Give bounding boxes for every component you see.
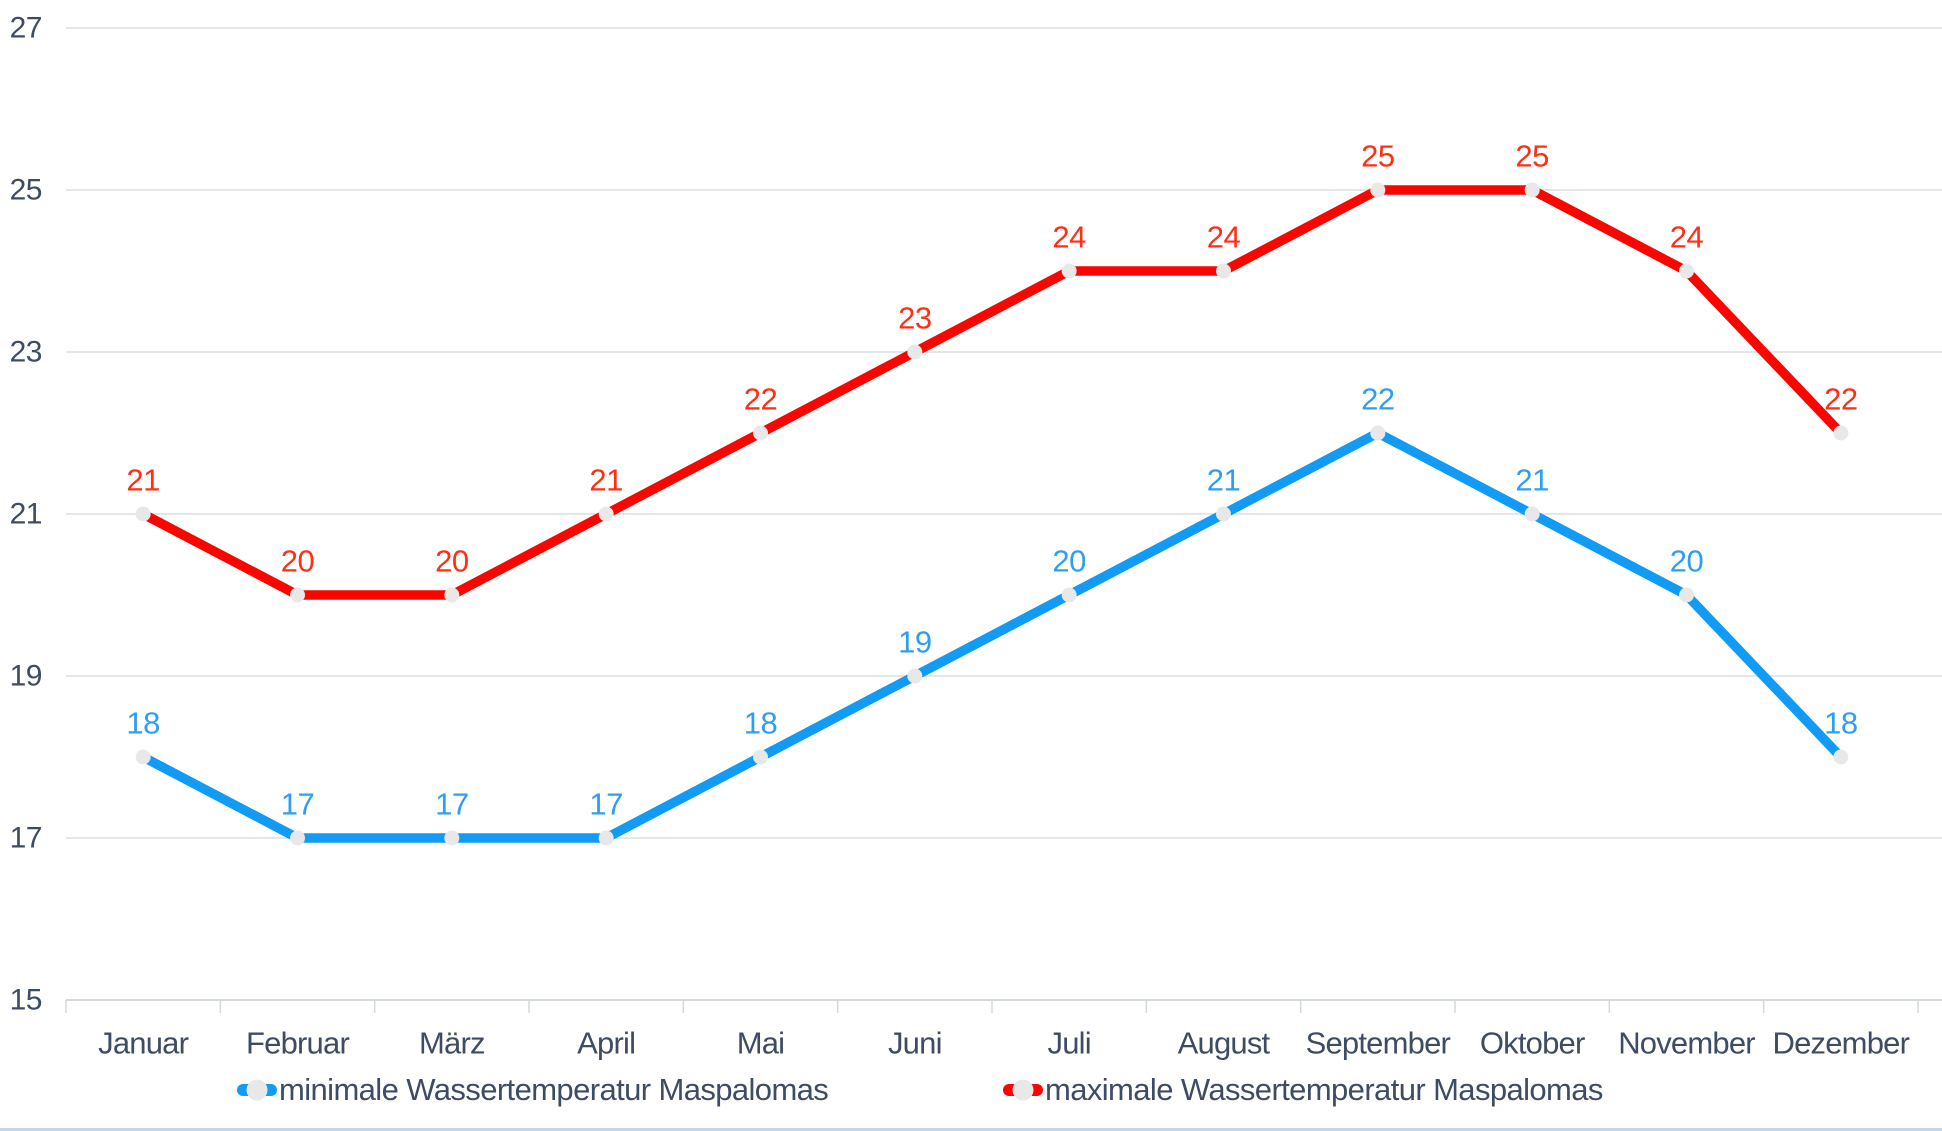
y-axis-label: 17 bbox=[10, 822, 42, 855]
data-point-marker bbox=[290, 587, 305, 603]
data-point-label: 23 bbox=[898, 301, 931, 336]
data-point-marker bbox=[1833, 749, 1849, 765]
x-axis-label: Mai bbox=[737, 1026, 785, 1061]
data-point-label: 18 bbox=[1824, 706, 1857, 741]
x-axis-label: Oktober bbox=[1480, 1026, 1585, 1061]
data-point-label: 18 bbox=[126, 706, 159, 741]
data-point-label: 20 bbox=[1670, 544, 1704, 579]
series-line-min bbox=[138, 428, 1846, 843]
data-point-marker bbox=[135, 749, 151, 765]
data-point-marker bbox=[1061, 587, 1077, 603]
x-axis-label: November bbox=[1618, 1026, 1755, 1061]
data-point-marker bbox=[907, 668, 923, 684]
data-point-marker bbox=[598, 830, 614, 846]
data-point-marker bbox=[135, 506, 151, 522]
data-point-label: 20 bbox=[435, 544, 469, 579]
data-point-marker bbox=[753, 425, 768, 441]
x-axis-label: März bbox=[419, 1026, 485, 1061]
data-point-marker bbox=[907, 344, 923, 360]
chart-bottom-border bbox=[0, 1128, 1942, 1131]
data-point-marker bbox=[753, 749, 768, 765]
x-axis-label: August bbox=[1178, 1026, 1271, 1061]
data-point-label: 19 bbox=[898, 625, 931, 660]
x-axis-label: Dezember bbox=[1773, 1026, 1910, 1061]
data-point-label: 25 bbox=[1515, 139, 1548, 174]
x-axis-label: April bbox=[577, 1026, 635, 1061]
data-point-marker bbox=[1216, 506, 1231, 522]
data-point-marker bbox=[1370, 182, 1386, 198]
data-point-label: 21 bbox=[1515, 463, 1548, 498]
data-point-marker bbox=[1524, 182, 1540, 198]
series-line-max bbox=[138, 185, 1846, 600]
data-point-label: 21 bbox=[589, 463, 622, 498]
data-point-marker bbox=[1833, 425, 1849, 441]
data-point-label: 24 bbox=[1207, 220, 1241, 255]
data-point-marker bbox=[1061, 263, 1077, 279]
data-point-marker bbox=[1679, 263, 1694, 279]
x-axis-label: Juni bbox=[888, 1026, 942, 1061]
data-point-label: 24 bbox=[1670, 220, 1704, 255]
data-point-marker bbox=[444, 830, 460, 846]
data-point-label: 21 bbox=[1207, 463, 1240, 498]
data-point-label: 17 bbox=[589, 787, 622, 822]
y-axis-label: 19 bbox=[10, 660, 42, 693]
data-point-label: 18 bbox=[744, 706, 777, 741]
x-axis-label: September bbox=[1306, 1026, 1451, 1061]
x-axis-label: Juli bbox=[1048, 1026, 1091, 1061]
data-point-marker bbox=[290, 830, 305, 846]
y-axis-label: 21 bbox=[10, 498, 42, 531]
data-point-marker bbox=[1679, 587, 1694, 603]
data-point-marker bbox=[1524, 506, 1540, 522]
data-point-marker bbox=[444, 587, 460, 603]
y-axis-label: 25 bbox=[10, 174, 42, 207]
y-axis-label: 27 bbox=[10, 12, 42, 45]
data-point-marker bbox=[1370, 425, 1386, 441]
data-point-label: 22 bbox=[744, 382, 777, 417]
data-point-label: 25 bbox=[1361, 139, 1394, 174]
data-point-label: 22 bbox=[1824, 382, 1857, 417]
data-point-label: 21 bbox=[126, 463, 159, 498]
data-point-label: 20 bbox=[281, 544, 315, 579]
data-point-marker bbox=[1216, 263, 1231, 279]
x-axis-label: Januar bbox=[98, 1026, 188, 1061]
data-point-label: 17 bbox=[281, 787, 314, 822]
data-point-marker bbox=[598, 506, 614, 522]
data-point-label: 17 bbox=[435, 787, 468, 822]
data-point-label: 24 bbox=[1052, 220, 1086, 255]
y-axis-label: 23 bbox=[10, 336, 42, 369]
data-point-label: 22 bbox=[1361, 382, 1394, 417]
data-point-label: 20 bbox=[1052, 544, 1086, 579]
x-axis-label: Februar bbox=[246, 1026, 349, 1061]
y-axis-label: 15 bbox=[10, 984, 42, 1017]
